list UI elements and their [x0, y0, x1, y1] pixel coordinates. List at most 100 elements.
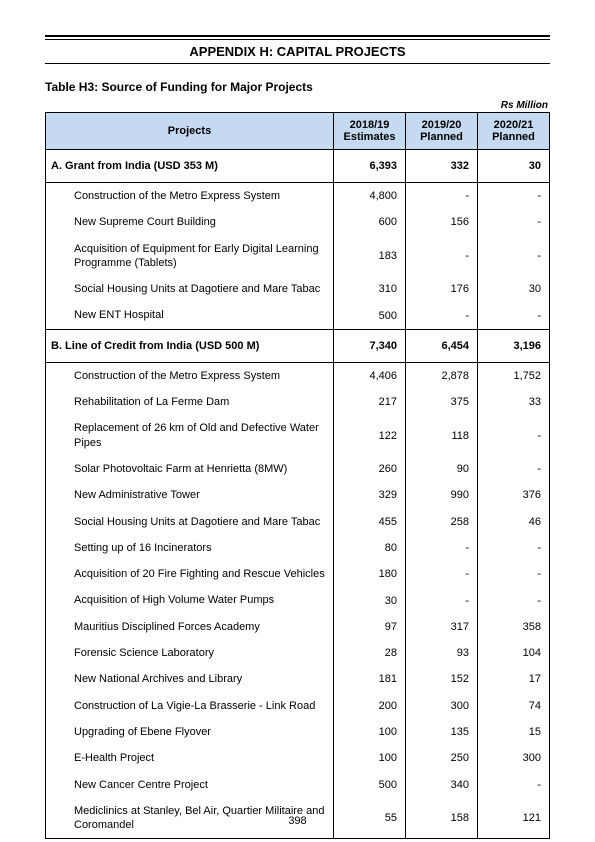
row-value: 200 — [334, 693, 406, 719]
row-value: 500 — [334, 772, 406, 798]
row-value: 180 — [334, 561, 406, 587]
row-label: Construction of the Metro Express System — [46, 362, 334, 389]
table-row: Acquisition of Equipment for Early Digit… — [46, 236, 550, 277]
row-value: 375 — [406, 389, 478, 415]
row-value: 15 — [478, 719, 550, 745]
row-value: 100 — [334, 719, 406, 745]
row-value: - — [478, 772, 550, 798]
title-underline — [45, 63, 550, 64]
row-value: - — [478, 561, 550, 587]
row-label: Forensic Science Laboratory — [46, 640, 334, 666]
row-label: New National Archives and Library — [46, 666, 334, 692]
row-value: - — [406, 183, 478, 210]
section-value: 3,196 — [478, 329, 550, 362]
row-value: 176 — [406, 276, 478, 302]
row-label: Construction of La Vigie-La Brasserie - … — [46, 693, 334, 719]
page-number: 398 — [0, 815, 595, 827]
row-value: - — [478, 236, 550, 277]
row-value: 104 — [478, 640, 550, 666]
row-value: 500 — [334, 302, 406, 329]
row-value: 33 — [478, 389, 550, 415]
section-value: 6,393 — [334, 150, 406, 183]
row-label: Mauritius Disciplined Forces Academy — [46, 614, 334, 640]
row-value: - — [478, 209, 550, 235]
row-value: 97 — [334, 614, 406, 640]
table-row: New Cancer Centre Project500340- — [46, 772, 550, 798]
row-value: 90 — [406, 456, 478, 482]
row-value: 358 — [478, 614, 550, 640]
table-row: Construction of La Vigie-La Brasserie - … — [46, 693, 550, 719]
table-title: Table H3: Source of Funding for Major Pr… — [45, 80, 550, 94]
row-value: - — [478, 456, 550, 482]
section-value: 30 — [478, 150, 550, 183]
section-value: 6,454 — [406, 329, 478, 362]
table-row: New National Archives and Library1811521… — [46, 666, 550, 692]
row-value: 250 — [406, 745, 478, 771]
row-value: - — [478, 183, 550, 210]
table-row: Forensic Science Laboratory2893104 — [46, 640, 550, 666]
row-label: Solar Photovoltaic Farm at Henrietta (8M… — [46, 456, 334, 482]
section-header-row: A. Grant from India (USD 353 M)6,3933323… — [46, 150, 550, 183]
row-value: 80 — [334, 535, 406, 561]
row-value: 300 — [406, 693, 478, 719]
appendix-title: APPENDIX H: CAPITAL PROJECTS — [45, 40, 550, 63]
table-row: Social Housing Units at Dagotiere and Ma… — [46, 509, 550, 535]
table-row: New ENT Hospital500-- — [46, 302, 550, 329]
row-value: - — [406, 302, 478, 329]
section-header-row: B. Line of Credit from India (USD 500 M)… — [46, 329, 550, 362]
row-label: Acquisition of High Volume Water Pumps — [46, 587, 334, 613]
row-value: 310 — [334, 276, 406, 302]
row-value: 260 — [334, 456, 406, 482]
row-value: - — [478, 587, 550, 613]
section-value: 7,340 — [334, 329, 406, 362]
row-label: Acquisition of Equipment for Early Digit… — [46, 236, 334, 277]
table-row: Construction of the Metro Express System… — [46, 183, 550, 210]
row-value: 30 — [334, 587, 406, 613]
row-value: 17 — [478, 666, 550, 692]
row-value: - — [478, 415, 550, 456]
col-projects: Projects — [46, 113, 334, 150]
row-value: 122 — [334, 415, 406, 456]
row-value: 340 — [406, 772, 478, 798]
row-value: 100 — [334, 745, 406, 771]
row-label: E-Health Project — [46, 745, 334, 771]
row-value: 258 — [406, 509, 478, 535]
row-value: 217 — [334, 389, 406, 415]
table-row: Acquisition of 20 Fire Fighting and Resc… — [46, 561, 550, 587]
table-row: Construction of the Metro Express System… — [46, 362, 550, 389]
row-value: 4,800 — [334, 183, 406, 210]
row-value: - — [478, 535, 550, 561]
row-label: New Cancer Centre Project — [46, 772, 334, 798]
row-label: Construction of the Metro Express System — [46, 183, 334, 210]
table-row: Acquisition of High Volume Water Pumps30… — [46, 587, 550, 613]
table-row: Replacement of 26 km of Old and Defectiv… — [46, 415, 550, 456]
row-value: 28 — [334, 640, 406, 666]
row-value: 156 — [406, 209, 478, 235]
row-label: Rehabilitation of La Ferme Dam — [46, 389, 334, 415]
top-rule — [45, 35, 550, 37]
col-2019-20: 2019/20Planned — [406, 113, 478, 150]
col-2020-21: 2020/21Planned — [478, 113, 550, 150]
row-label: Social Housing Units at Dagotiere and Ma… — [46, 509, 334, 535]
row-value: 183 — [334, 236, 406, 277]
row-value: 74 — [478, 693, 550, 719]
row-value: 93 — [406, 640, 478, 666]
row-label: New Supreme Court Building — [46, 209, 334, 235]
table-row: Social Housing Units at Dagotiere and Ma… — [46, 276, 550, 302]
row-label: Upgrading of Ebene Flyover — [46, 719, 334, 745]
row-value: 46 — [478, 509, 550, 535]
row-label: Replacement of 26 km of Old and Defectiv… — [46, 415, 334, 456]
row-value: 329 — [334, 482, 406, 508]
row-value: 135 — [406, 719, 478, 745]
row-value: 455 — [334, 509, 406, 535]
table-row: Mauritius Disciplined Forces Academy9731… — [46, 614, 550, 640]
section-label: B. Line of Credit from India (USD 500 M) — [46, 329, 334, 362]
row-label: New ENT Hospital — [46, 302, 334, 329]
table-row: New Supreme Court Building600156- — [46, 209, 550, 235]
row-label: Setting up of 16 Incinerators — [46, 535, 334, 561]
unit-label: Rs Million — [45, 100, 550, 111]
row-value: 317 — [406, 614, 478, 640]
table-row: New Administrative Tower329990376 — [46, 482, 550, 508]
row-label: New Administrative Tower — [46, 482, 334, 508]
table-row: Solar Photovoltaic Farm at Henrietta (8M… — [46, 456, 550, 482]
